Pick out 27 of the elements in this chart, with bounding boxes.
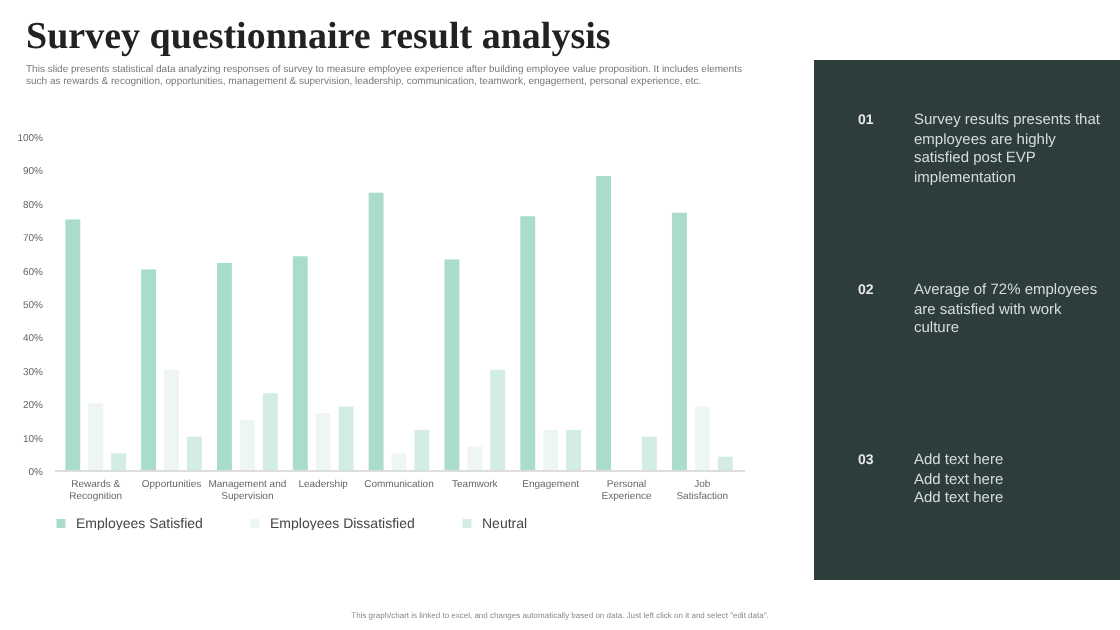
bar: [641, 436, 657, 470]
bar: [444, 259, 460, 470]
bar: [65, 219, 81, 470]
bar: [141, 269, 157, 470]
chart-title: Survey questionnaire result analysis: [26, 16, 611, 60]
bar: [239, 419, 255, 470]
bar: [717, 456, 733, 470]
bar: [315, 413, 331, 470]
bar: [490, 369, 506, 470]
bar: [186, 436, 202, 470]
bar: [368, 192, 384, 470]
bar: [164, 369, 179, 470]
bar: [338, 406, 354, 470]
bar: [217, 262, 232, 470]
bar: [671, 212, 687, 470]
bar: [414, 429, 430, 470]
bar: [292, 256, 308, 470]
bar: [694, 406, 710, 470]
bar: [596, 176, 612, 470]
bar: [391, 453, 407, 470]
bar: [566, 429, 581, 470]
bar: [88, 403, 104, 470]
bar: [262, 393, 278, 470]
bar: [520, 216, 536, 470]
bar: [111, 453, 127, 470]
bar: [543, 429, 559, 470]
bar: [467, 446, 483, 470]
